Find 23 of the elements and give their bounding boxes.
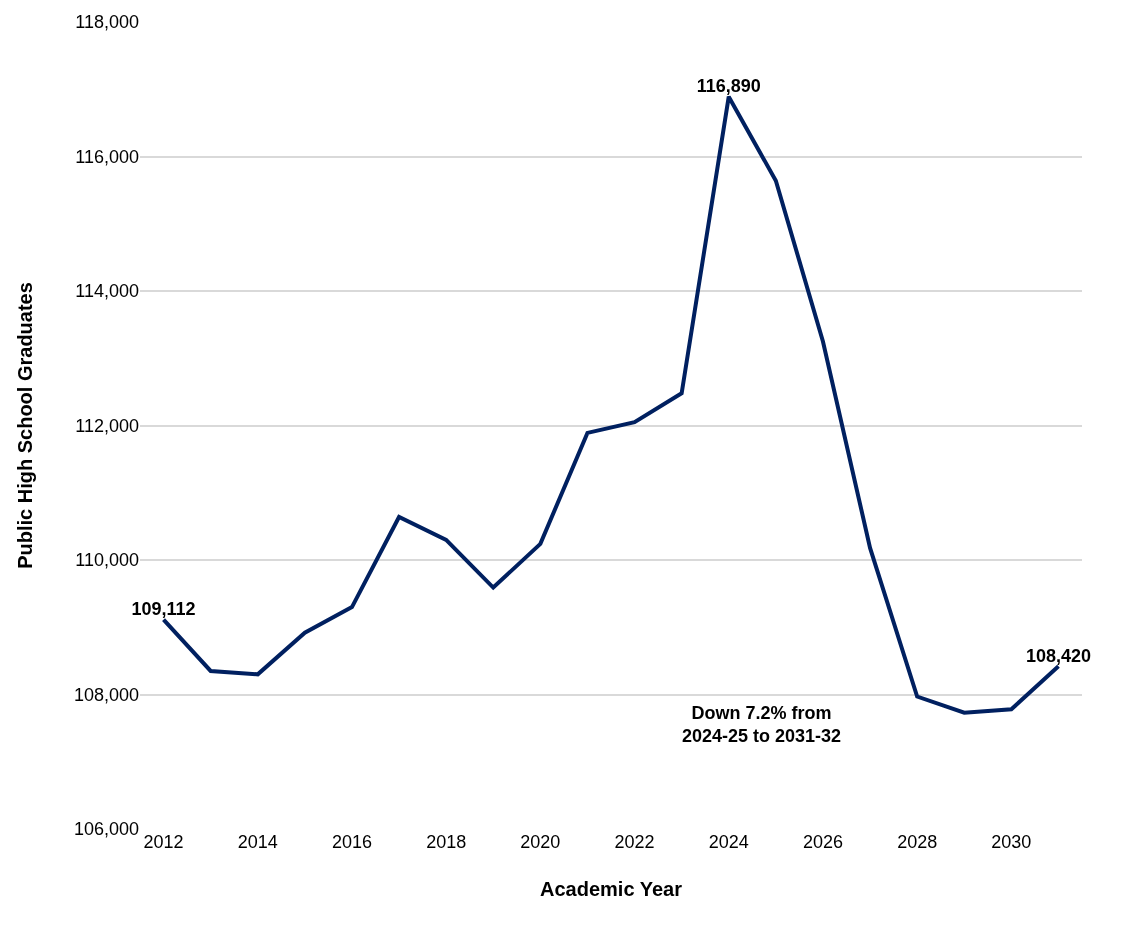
x-tick-label: 2016 bbox=[331, 832, 372, 852]
y-tick-label: 116,000 bbox=[75, 146, 139, 167]
x-tick-label: 2024 bbox=[708, 832, 749, 852]
y-axis-title: Public High School Graduates bbox=[14, 282, 37, 569]
x-axis-title: Academic Year bbox=[540, 877, 683, 900]
x-tick-label: 2018 bbox=[426, 832, 467, 852]
annotation: Down 7.2% from 2024-25 to 2031-32 bbox=[682, 703, 842, 747]
y-tick-label: 110,000 bbox=[75, 550, 139, 571]
y-tick-label: 108,000 bbox=[73, 684, 139, 705]
data-label: 116,890 bbox=[696, 76, 761, 97]
x-tick-label: 2012 bbox=[143, 832, 184, 852]
y-tick-label: 118,000 bbox=[75, 12, 139, 33]
y-tick-label: 106,000 bbox=[73, 819, 139, 840]
data-label: 108,420 bbox=[1025, 645, 1091, 666]
data-label: 109,112 bbox=[131, 599, 196, 620]
x-tick-label: 2030 bbox=[991, 832, 1032, 852]
x-tick-label: 2014 bbox=[237, 832, 278, 852]
x-tick-label: 2020 bbox=[520, 832, 561, 852]
x-tick-label: 2026 bbox=[802, 832, 843, 852]
y-tick-label: 114,000 bbox=[75, 281, 139, 302]
y-tick-label: 112,000 bbox=[75, 415, 139, 436]
x-tick-label: 2028 bbox=[897, 832, 938, 852]
x-tick-label: 2022 bbox=[614, 832, 655, 852]
